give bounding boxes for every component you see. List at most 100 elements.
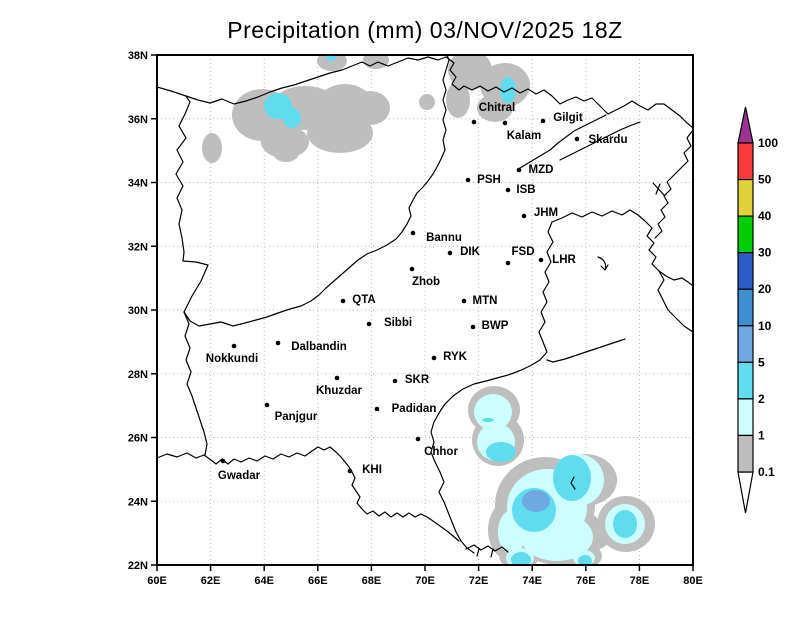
colorbar-band [737,288,754,327]
city-dot [470,324,476,330]
lon-tick-label: 70E [415,575,435,587]
border-north-areas [445,56,693,129]
city-dot [366,321,372,327]
colorbar-labels: 100 50 40 30 20 10 5 2 1 0.1 [758,136,778,479]
colorbar-boundary-label: 30 [758,246,772,260]
border-north-afghan [185,56,447,105]
colorbar-boundary-label: 1 [758,428,765,442]
city-dot [538,257,544,263]
city-label: LHR [552,254,576,266]
colorbar-bands [737,142,754,473]
colorbar-band [737,434,754,473]
colorbar-band [737,252,754,290]
colorbar-over-arrow [737,106,754,144]
colorbar-boundary-label: 2 [758,392,765,406]
city-label: BWP [482,320,509,332]
city-label: Sibbi [384,317,412,329]
colorbar-band [737,178,754,217]
lat-tick-label: 24N [128,496,148,508]
city-label: Khuzdar [316,385,363,397]
city-markers: Chitral Kalam Gilgit Skardu MZD PSH ISB JHM Bann… [206,102,628,482]
city-label: Chhor [424,446,458,458]
river-sutlej [546,338,626,363]
river-india-small [570,476,576,490]
city-label: SKR [405,374,430,386]
border-iran-afghan-west [175,95,209,313]
city-label: DIK [460,246,481,258]
city-label: QTA [352,294,375,306]
border-pak-india [430,221,554,554]
city-dot [461,298,467,304]
city-dot [431,355,437,361]
lon-tick-label: 80E [683,575,703,587]
city-dot [409,266,415,272]
city-label: MTN [473,295,498,307]
city-dot [540,118,546,124]
colorbar-band [737,142,754,181]
lat-tick-label: 34N [128,178,148,190]
lon-tick-label: 72E [469,575,489,587]
chart-title: Precipitation (mm) 03/NOV/2025 18Z [227,17,622,43]
colorbar-boundary-label: 100 [758,136,778,150]
coastline [157,446,460,542]
border-nw-corner [157,86,187,97]
city-dot [516,167,522,173]
city-label: KHI [362,464,382,476]
city-dot [447,250,453,256]
city-dot [465,177,471,183]
border-skardu-line [559,121,641,161]
city-label: Gwadar [218,470,261,482]
border-jammu-east [551,209,693,287]
city-label: PSH [477,174,501,186]
city-label: Dalbandin [291,341,347,353]
city-label: Padidan [392,403,437,415]
colorbar-band [737,325,754,363]
city-dot [334,375,340,381]
colorbar-band [737,215,754,254]
border-himachal-tail [657,270,693,333]
city-label: Nokkundi [206,353,258,365]
city-dot [521,213,527,219]
kutch-creeks [465,544,509,558]
city-label: Chitral [479,102,515,114]
lat-tick-label: 38N [128,50,148,62]
colorbar-boundary-label: 20 [758,282,772,296]
city-dot [574,136,580,142]
city-label: Skardu [589,134,628,146]
precip-shading [202,55,655,565]
map-borders [157,55,693,558]
lon-tick-label: 76E [576,575,596,587]
colorbar-band [737,398,754,437]
city-dot [347,468,353,474]
lat-tick-label: 32N [128,241,148,253]
border-loc-upper [519,114,607,169]
river-hook-lhr [597,256,609,271]
city-dot [392,378,398,384]
lat-tick-label: 26N [128,433,148,445]
lat-tick-label: 36N [128,114,148,126]
city-dot [264,402,270,408]
lat-tick-label: 30N [128,305,148,317]
colorbar-boundary-label: 50 [758,173,772,187]
city-label: MZD [529,164,554,176]
colorbar-boundary-label: 5 [758,355,765,369]
border-iran-pak [183,311,208,456]
city-label: Panjgur [275,411,318,423]
city-dot [505,260,511,266]
colorbar-boundary-label: 10 [758,319,772,333]
city-dot [415,436,421,442]
longitude-axis: 60E 62E 64E 66E 68E 70E 72E 74E 76E 78E 80E [147,565,703,587]
lon-tick-label: 68E [362,575,382,587]
city-label: FSD [512,246,535,258]
city-label: Bannu [426,232,462,244]
lon-tick-label: 78E [630,575,650,587]
border-ladakh-right [654,129,693,239]
city-label: ISB [516,184,535,196]
lat-tick-label: 22N [128,560,148,572]
city-dot [220,458,226,464]
lon-tick-label: 60E [147,575,167,587]
lat-tick-label: 28N [128,369,148,381]
colorbar-under-arrow [737,471,754,514]
city-dot [471,119,477,125]
